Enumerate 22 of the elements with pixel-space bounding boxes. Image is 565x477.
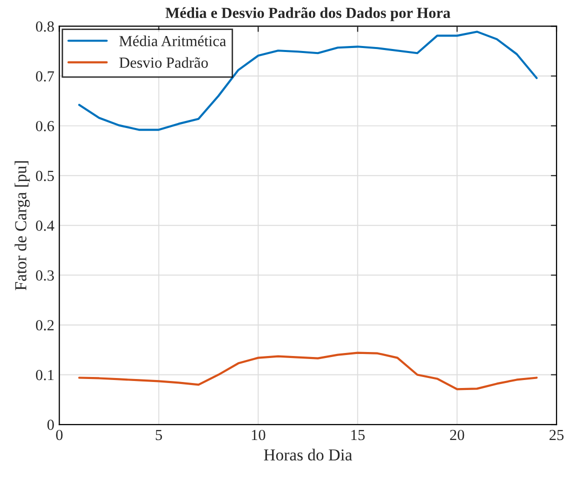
x-tick-label: 15: [351, 430, 365, 440]
y-tick-label: 0.4: [36, 220, 54, 231]
x-tick-label: 10: [252, 430, 266, 440]
x-tick-label: 20: [450, 430, 464, 440]
x-tick-label: 5: [156, 430, 162, 440]
chart-title: Média e Desvio Padrão dos Dados por Hora: [166, 7, 450, 22]
legend-label: Desvio Padrão: [119, 57, 208, 68]
y-axis-title: Fator de Carga [pu]: [14, 161, 30, 290]
y-tick-label: 0: [47, 420, 54, 430]
legend-label: Média Aritmética: [119, 35, 226, 46]
x-tick-label: 0: [56, 430, 63, 440]
y-tick-label: 0.6: [36, 120, 54, 132]
line-series: [78, 352, 538, 390]
y-tick-label: 0.3: [36, 270, 54, 281]
y-tick-label: 0.5: [36, 170, 54, 182]
y-tick-label: 0.1: [36, 370, 54, 380]
line-series: [78, 30, 538, 131]
y-tick-label: 0.2: [36, 320, 54, 330]
x-axis-title: Horas do Dia: [264, 448, 352, 461]
x-tick-label: 25: [550, 430, 564, 440]
y-tick-label: 0.8: [36, 21, 54, 32]
y-tick-label: 0.7: [36, 71, 54, 82]
